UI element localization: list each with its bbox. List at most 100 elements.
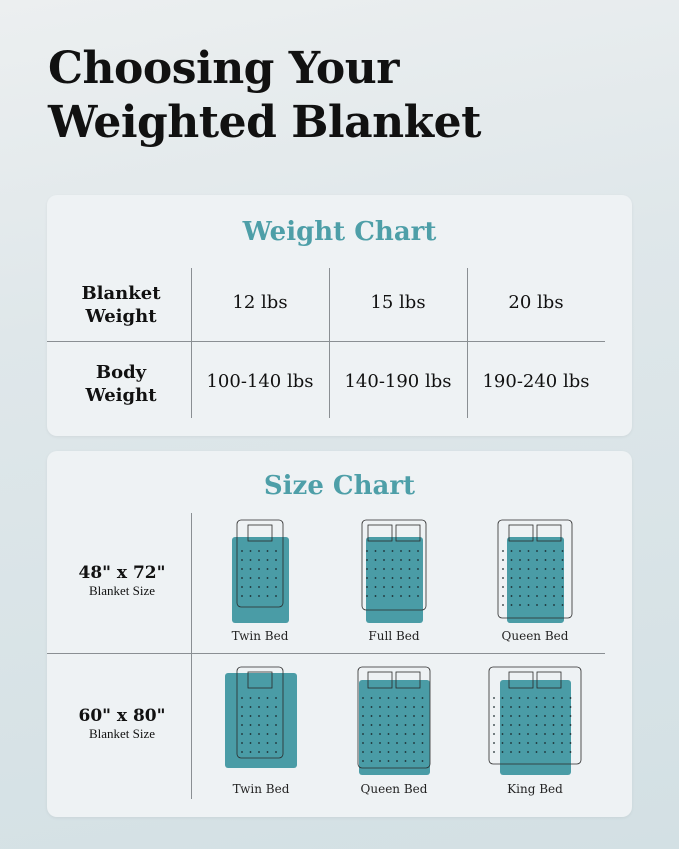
stitch-dot — [417, 550, 419, 552]
blanket-shape — [225, 673, 297, 768]
stitch-dot — [241, 706, 243, 708]
stitch-dot — [561, 715, 563, 717]
stitch-dot — [362, 751, 364, 753]
bed-icon — [361, 519, 427, 623]
stitch-dot — [266, 568, 269, 570]
stitch-dot — [249, 742, 252, 744]
divider — [47, 653, 605, 654]
stitch-dot — [387, 742, 390, 744]
stitch-dot — [519, 559, 521, 561]
stitch-dot — [241, 586, 243, 588]
stitch-dot — [413, 706, 415, 708]
stitch-dot — [421, 742, 424, 744]
stitch-dot — [374, 550, 377, 552]
stitch-dot — [552, 706, 555, 708]
stitch-dot — [241, 577, 243, 579]
stitch-dot — [510, 604, 513, 606]
stitch-dot — [275, 577, 277, 579]
mattress-outline — [361, 519, 427, 611]
stitch-dot — [536, 586, 538, 588]
stitch-dot — [258, 586, 260, 588]
stitch-dot — [553, 577, 555, 579]
mattress-outline — [497, 519, 573, 619]
stitch-dot — [544, 715, 546, 717]
stitch-dot — [536, 568, 538, 570]
stitch-dot — [417, 586, 419, 588]
stitch-dot — [362, 742, 364, 744]
stitch-dot — [421, 724, 424, 726]
stitch-dot — [535, 742, 538, 744]
stitch-dot — [379, 742, 381, 744]
stitch-dot — [535, 733, 538, 735]
stitch-dot — [275, 706, 277, 708]
stitch-dot — [383, 559, 385, 561]
stitch-dot — [501, 733, 504, 735]
stitch-dot — [561, 559, 564, 561]
pillow-icon — [367, 524, 393, 542]
stitch-dot — [527, 697, 529, 699]
mattress-outline — [488, 666, 582, 765]
stitch-dot — [569, 733, 572, 735]
stitch-dot — [379, 697, 381, 699]
stitch-dot — [408, 559, 411, 561]
stitch-dot — [391, 550, 394, 552]
pillow-icon — [247, 524, 273, 542]
stitch-dot — [502, 604, 504, 606]
stitch-dot — [561, 751, 563, 753]
blanket-shape — [507, 537, 564, 623]
mattress-outline — [236, 666, 284, 759]
stitch-dot — [510, 742, 512, 744]
stitch-dot — [396, 751, 398, 753]
blanket-shape — [359, 680, 430, 775]
stitch-dot — [553, 568, 555, 570]
stitch-dot — [404, 706, 407, 708]
stitch-dot — [387, 697, 390, 699]
stitch-dot — [379, 760, 381, 762]
stitch-dot — [569, 751, 572, 753]
stitch-dot — [241, 733, 243, 735]
stitch-dot — [421, 706, 424, 708]
row-header-blanket-weight: Blanket Weight — [81, 283, 161, 327]
stitch-dot — [544, 595, 547, 597]
stitch-dot — [400, 550, 402, 552]
stitch-dot — [518, 751, 521, 753]
stitch-dot — [510, 733, 512, 735]
size-label-48x72: 48" x 72" Blanket Size — [78, 563, 166, 598]
stitch-dot — [518, 706, 521, 708]
stitch-dot — [413, 751, 415, 753]
stitch-dot — [501, 706, 504, 708]
bed-icon — [232, 519, 289, 623]
stitch-dot — [493, 751, 495, 753]
stitch-dot — [258, 697, 260, 699]
row-header-body-weight: Body Weight — [85, 362, 157, 406]
stitch-dot — [400, 577, 402, 579]
stitch-dot — [366, 568, 368, 570]
stitch-dot — [379, 733, 381, 735]
stitch-dot — [396, 715, 398, 717]
blanket-shape — [500, 680, 571, 775]
stitch-dot — [275, 724, 277, 726]
stitch-dot — [241, 559, 243, 561]
stitch-dot — [561, 586, 564, 588]
stitch-dot — [510, 568, 513, 570]
stitch-dot — [569, 697, 572, 699]
stitch-dot — [249, 733, 252, 735]
stitch-dot — [421, 715, 424, 717]
stitch-dot — [413, 760, 415, 762]
stitch-dot — [552, 697, 555, 699]
stitch-dot — [249, 724, 252, 726]
stitch-dot — [561, 604, 564, 606]
stitch-dot — [370, 751, 373, 753]
stitch-dot — [421, 733, 424, 735]
stitch-dot — [374, 577, 377, 579]
stitch-dot — [569, 715, 572, 717]
stitch-dot — [501, 724, 504, 726]
stitch-dot — [493, 715, 495, 717]
stitch-dot — [408, 568, 411, 570]
stitch-dot — [387, 751, 390, 753]
stitch-dot — [544, 550, 547, 552]
stitch-dot — [275, 751, 277, 753]
stitch-dot — [408, 577, 411, 579]
blanket-weight-cell: 12 lbs — [232, 292, 288, 313]
